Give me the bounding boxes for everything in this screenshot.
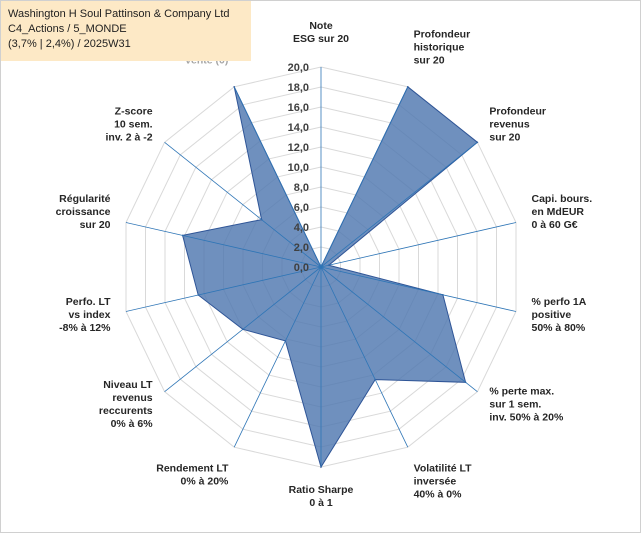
axis-label-line: 10 sem.: [114, 119, 153, 131]
axis-label-line: revenus: [489, 119, 529, 131]
tick-label: 0,0: [294, 262, 309, 274]
axis-label: % perte max. sur 1 sem. inv. 50% à 20%: [489, 385, 564, 423]
axis-label-line: Régularité: [59, 193, 111, 205]
axis-label: Perfo. LT vs index -8% à 12%: [59, 296, 111, 334]
axis-label-line: % perte max.: [489, 385, 554, 397]
axis-label: Ratio Sharpe 0 à 1: [289, 484, 354, 509]
title-company: Washington H Soul Pattinson & Company Lt…: [8, 8, 230, 20]
axis-label-line: sur 20: [489, 132, 520, 144]
radar-spokes: [125, 67, 517, 467]
tick-label: 18,0: [288, 82, 309, 94]
axis-spoke: [233, 86, 322, 268]
radial-tick-labels: 0,0 2,0 4,0 6,0 8,0 10,0 12,0 14,0 16,0 18,0 20,0: [288, 62, 309, 274]
axis-label-line: sur 1 sem.: [489, 398, 541, 410]
tick-label: 16,0: [288, 102, 309, 114]
axis-spoke: [320, 266, 409, 448]
axis-label-line: Note: [309, 20, 332, 32]
axis-label-line: 0% à 6%: [111, 418, 154, 430]
axis-label-line: historique: [414, 42, 465, 54]
axis-label-line: Rendement LT: [156, 462, 229, 474]
axis-label: Note ESG sur 20: [293, 20, 349, 45]
axis-label-line: Profondeur: [489, 106, 546, 118]
tick-label: 12,0: [288, 142, 309, 154]
axis-label-line: vs index: [68, 309, 110, 321]
axis-label-line: positive: [532, 309, 572, 321]
axis-label: Volatilité LT inversée 40% à 0%: [414, 462, 473, 500]
axis-label: Profondeur revenus sur 20: [489, 106, 546, 144]
axis-label-line: 0% à 20%: [181, 475, 230, 487]
axis-label-line: 0 à 1: [309, 497, 333, 509]
axis-label-line: ESG sur 20: [293, 33, 349, 45]
axis-label-line: sur 20: [80, 219, 111, 231]
tick-label: 2,0: [294, 242, 309, 254]
axis-spoke: [125, 222, 322, 268]
axis-label-line: -8% à 12%: [59, 322, 111, 334]
axis-label: Z-score 10 sem. inv. 2 à -2: [106, 106, 153, 144]
axis-label: Niveau LT revenus reccurents 0% à 6%: [99, 379, 153, 430]
axis-label: % perfo 1A positive 50% à 80%: [532, 296, 587, 334]
axis-spoke: [320, 266, 517, 312]
axis-label-line: 0 à 60 G€: [532, 219, 578, 231]
tick-label: 10,0: [288, 162, 309, 174]
axis-label: Capi. bours. en MdEUR 0 à 60 G€: [532, 193, 593, 231]
tick-label: 4,0: [294, 222, 309, 234]
axis-label: Rendement LT 0% à 20%: [156, 462, 229, 487]
axis-label: Régularité croissance sur 20: [56, 193, 111, 231]
axis-label-line: revenus: [112, 392, 152, 404]
axis-spoke: [320, 141, 478, 268]
axis-label-line: 40% à 0%: [414, 488, 463, 500]
axis-label-line: Perfo. LT: [66, 296, 111, 308]
axis-spoke: [320, 86, 409, 268]
tick-label: 14,0: [288, 122, 309, 134]
axis-spoke: [320, 222, 517, 268]
axis-spoke: [164, 266, 322, 393]
axis-label-line: Volatilité LT: [414, 462, 473, 474]
axis-label-line: Capi. bours.: [532, 193, 593, 205]
axis-spoke: [320, 266, 478, 393]
axis-label-line: Z-score: [115, 106, 153, 118]
axis-label-line: 50% à 80%: [532, 322, 586, 334]
axis-spoke: [233, 266, 322, 448]
series-area: [181, 86, 479, 469]
axis-label: Profondeur historique sur 20: [414, 29, 471, 67]
axis-label-line: inversée: [414, 475, 457, 487]
title-category: C4_Actions / 5_MONDE: [8, 23, 127, 35]
axis-label-line: sur 20: [414, 55, 445, 67]
axis-label-line: reccurents: [99, 405, 153, 417]
axis-label-line: inv. 50% à 20%: [489, 411, 564, 423]
axis-label-line: Profondeur: [414, 29, 471, 41]
title-stats: (3,7% | 2,4%) / 2025W31: [8, 38, 131, 50]
axis-label-line: Niveau LT: [103, 379, 153, 391]
axis-label-line: en MdEUR: [532, 206, 585, 218]
tick-label: 6,0: [294, 202, 309, 214]
axis-spoke: [164, 141, 322, 268]
axis-label-line: inv. 2 à -2: [106, 132, 153, 144]
tick-label: 8,0: [294, 182, 309, 194]
axis-label-line: croissance: [56, 206, 111, 218]
axis-spoke: [125, 266, 322, 312]
axis-label-line: Ratio Sharpe: [289, 484, 354, 496]
axis-label-line: % perfo 1A: [532, 296, 587, 308]
chart-title-box: Washington H Soul Pattinson & Company Lt…: [1, 1, 251, 61]
tick-label: 20,0: [288, 62, 309, 74]
